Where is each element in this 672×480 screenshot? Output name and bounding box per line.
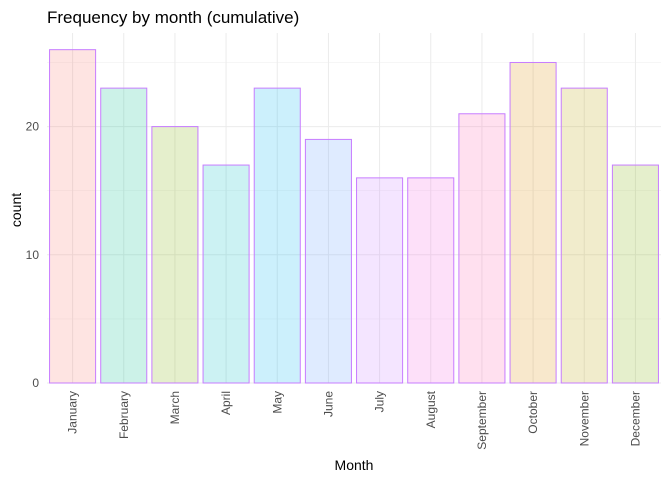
x-tick-label: June [321,391,335,417]
x-tick-label: May [270,391,284,414]
y-tick-label: 0 [32,376,39,390]
chart-title: Frequency by month (cumulative) [47,8,299,27]
x-axis-ticks: January February March April May June July Augu… [66,390,643,449]
bars [49,49,659,384]
bar-january [49,49,97,384]
bar-april [202,164,250,384]
x-tick-label: November [577,391,591,446]
bar-february [100,87,148,384]
x-tick-label: March [168,391,182,424]
y-tick-label: 10 [26,248,40,262]
bar-november [560,87,608,384]
bar-september [458,113,506,384]
x-tick-label: February [117,391,131,439]
y-axis-ticks: 0 10 20 [26,120,40,390]
x-tick-label: July [373,391,387,412]
bar-october [509,61,557,384]
bar-december [611,164,659,384]
x-axis-title: Month [335,457,374,473]
bar-march [151,126,199,384]
x-tick-label: January [66,391,80,434]
y-axis-title: count [8,193,24,227]
x-tick-label: April [219,391,233,415]
x-tick-label: December [628,391,642,446]
x-tick-label: August [424,390,438,428]
x-tick-label: October [526,391,540,434]
y-tick-label: 20 [26,120,40,134]
bar-june [304,138,352,384]
gridlines [47,33,661,384]
bar-may [253,87,301,384]
bar-july [356,177,404,384]
bar-august [407,177,455,384]
x-tick-label: September [475,391,489,450]
